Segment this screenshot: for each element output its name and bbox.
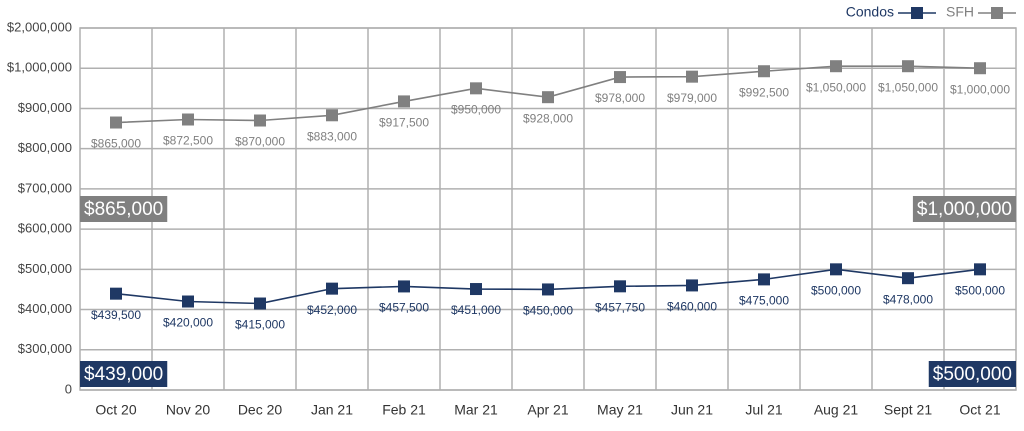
data-label: $500,000 <box>955 284 1005 298</box>
data-label: $457,750 <box>595 300 645 314</box>
data-label: $865,000 <box>91 137 141 151</box>
data-label: $439,500 <box>91 308 141 322</box>
callout-box <box>80 196 168 222</box>
x-tick-label: May 21 <box>597 402 643 418</box>
point-marker <box>902 272 914 285</box>
data-label: $460,000 <box>667 300 717 314</box>
point-marker <box>614 280 626 293</box>
y-tick-label: $800,000 <box>18 140 72 155</box>
point-marker <box>686 70 698 83</box>
data-label: $457,500 <box>379 301 429 315</box>
x-tick-label: Nov 20 <box>166 402 211 418</box>
point-marker <box>398 280 410 293</box>
data-label: $500,000 <box>811 284 861 298</box>
point-marker <box>110 287 122 300</box>
callout-box <box>928 361 1016 387</box>
data-label: $478,000 <box>883 292 933 306</box>
y-tick-label: $2,000,000 <box>7 19 72 34</box>
point-marker <box>902 60 914 73</box>
data-label: $950,000 <box>451 103 501 117</box>
data-label: $1,050,000 <box>806 80 866 94</box>
point-marker <box>326 109 338 122</box>
callout-box <box>80 361 168 387</box>
x-tick-label: Jun 21 <box>671 402 713 418</box>
x-tick-label: Feb 21 <box>382 402 426 418</box>
x-tick-label: Apr 21 <box>527 402 568 418</box>
y-tick-label: $400,000 <box>18 301 72 316</box>
point-marker <box>542 283 554 296</box>
y-tick-label: $500,000 <box>18 261 72 276</box>
point-marker <box>758 65 770 78</box>
callout-box <box>912 196 1016 222</box>
callout-label: $439,000 <box>84 364 163 385</box>
point-marker <box>614 71 626 84</box>
data-label: $452,000 <box>307 303 357 317</box>
y-tick-label: $900,000 <box>18 100 72 115</box>
point-marker <box>542 91 554 104</box>
point-marker <box>326 282 338 295</box>
point-marker <box>398 95 410 108</box>
point-marker <box>182 295 194 308</box>
x-tick-label: Aug 21 <box>814 402 859 418</box>
point-marker <box>830 60 842 73</box>
data-label: $451,000 <box>451 303 501 317</box>
data-label: $992,500 <box>739 85 789 99</box>
y-tick-label: $1,000,000 <box>7 60 72 75</box>
point-marker <box>758 273 770 286</box>
x-tick-label: Jul 21 <box>745 402 783 418</box>
x-tick-label: Sept 21 <box>884 402 932 418</box>
data-label: $420,000 <box>163 316 213 330</box>
legend-marker <box>991 7 1003 19</box>
point-marker <box>470 283 482 296</box>
point-marker <box>182 113 194 126</box>
data-label: $1,050,000 <box>878 80 938 94</box>
callout-label: $500,000 <box>933 364 1012 385</box>
point-marker <box>470 82 482 95</box>
data-label: $1,000,000 <box>950 82 1010 96</box>
point-marker <box>686 279 698 292</box>
data-label: $872,500 <box>163 134 213 148</box>
x-tick-label: Oct 20 <box>95 402 136 418</box>
data-label: $928,000 <box>523 111 573 125</box>
x-tick-label: Jan 21 <box>311 402 353 418</box>
y-tick-label: $600,000 <box>18 221 72 236</box>
y-tick-label: $300,000 <box>18 341 72 356</box>
legend-label: SFH <box>946 4 974 20</box>
callout-label: $865,000 <box>84 199 163 220</box>
point-marker <box>830 263 842 276</box>
legend-marker <box>911 7 923 19</box>
data-label: $450,000 <box>523 304 573 318</box>
legend-label: Condos <box>846 4 894 20</box>
data-label: $917,500 <box>379 116 429 130</box>
point-marker <box>974 263 986 276</box>
data-label: $415,000 <box>235 318 285 332</box>
x-tick-label: Mar 21 <box>454 402 498 418</box>
x-tick-label: Oct 21 <box>959 402 1000 418</box>
data-label: $883,000 <box>307 129 357 143</box>
data-label: $870,000 <box>235 135 285 149</box>
callout-label: $1,000,000 <box>917 199 1012 220</box>
point-marker <box>254 297 266 310</box>
data-label: $475,000 <box>739 294 789 308</box>
plot-area <box>79 27 1017 391</box>
point-marker <box>254 114 266 127</box>
data-label: $979,000 <box>667 91 717 105</box>
point-marker <box>110 116 122 129</box>
point-marker <box>974 62 986 75</box>
x-tick-label: Dec 20 <box>238 402 283 418</box>
data-label: $978,000 <box>595 91 645 105</box>
y-tick-label: 0 <box>65 381 72 396</box>
y-tick-label: $700,000 <box>18 180 72 195</box>
